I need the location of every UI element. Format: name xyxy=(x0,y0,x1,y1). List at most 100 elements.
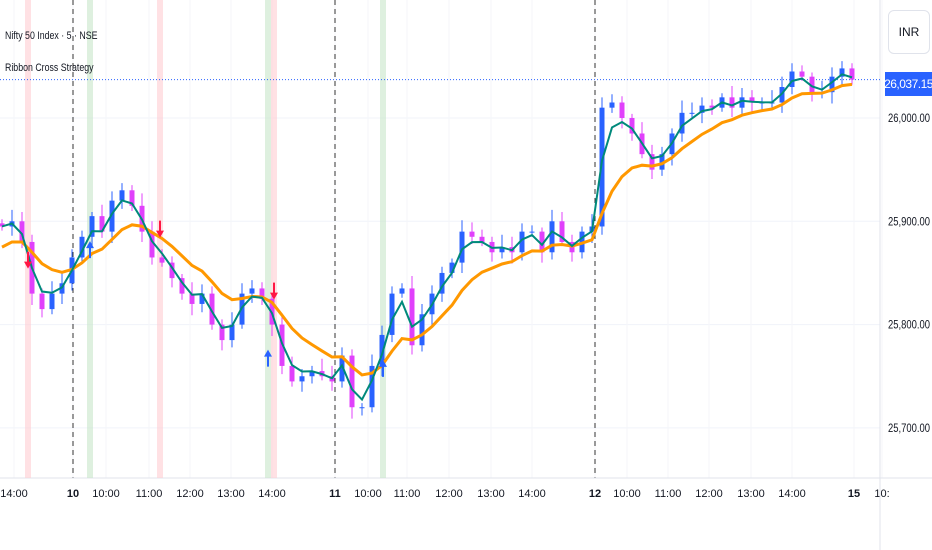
indicator-label[interactable]: Ribbon Cross Strategy xyxy=(5,62,94,74)
candle xyxy=(99,204,105,238)
x-tick-label: 15 xyxy=(848,488,860,500)
x-tick-label: 14:00 xyxy=(0,488,28,500)
candle-body xyxy=(259,288,265,299)
y-tick-label: 25,900.00 xyxy=(888,214,930,228)
x-tick-label: 13:00 xyxy=(217,488,245,500)
candle xyxy=(299,369,305,392)
candle-body xyxy=(299,376,305,382)
candle-body xyxy=(349,355,355,408)
x-tick-label: 11:00 xyxy=(394,488,421,500)
buy-signal-shade xyxy=(265,0,271,478)
candle xyxy=(249,280,255,303)
candle xyxy=(849,63,855,85)
x-tick-label: 12:00 xyxy=(176,488,204,500)
candle xyxy=(769,90,775,108)
candle-body xyxy=(389,293,395,335)
candle xyxy=(439,266,445,302)
candle xyxy=(709,99,715,115)
x-tick-label: 12 xyxy=(589,488,601,500)
candle-body xyxy=(449,262,455,273)
candle-body xyxy=(229,324,235,341)
candle-body xyxy=(829,76,835,93)
buy-signal-shade xyxy=(380,0,386,478)
candle-body xyxy=(609,102,615,108)
candle xyxy=(209,286,215,330)
candle-body xyxy=(459,231,465,263)
x-tick-label: 14:00 xyxy=(258,488,286,500)
candle-body xyxy=(309,371,315,377)
x-tick-label: 10:00 xyxy=(613,488,641,500)
sell-signal-shade xyxy=(25,0,31,478)
sell-arrow-icon xyxy=(24,251,32,269)
candle-body xyxy=(179,278,185,294)
candle xyxy=(399,283,405,298)
candle xyxy=(189,282,195,316)
candle xyxy=(609,94,615,113)
candle xyxy=(219,319,225,351)
candle-body xyxy=(149,231,155,258)
candle xyxy=(349,349,355,419)
symbol-title[interactable]: Nifty 50 Index · 5 · NSE xyxy=(5,30,98,42)
x-tick-label: 10: xyxy=(874,488,889,500)
candle xyxy=(389,286,395,343)
x-tick-label: 10 xyxy=(67,488,79,500)
candle-body xyxy=(629,118,635,134)
candle xyxy=(559,212,565,247)
candle xyxy=(659,146,665,176)
candle xyxy=(449,258,455,279)
candle xyxy=(319,358,325,381)
slow-ma-line xyxy=(1,82,853,377)
candle xyxy=(549,209,555,260)
candle xyxy=(409,276,415,355)
candle-body xyxy=(409,288,415,346)
candle xyxy=(129,185,135,211)
candle-body xyxy=(209,293,215,325)
candle xyxy=(309,365,315,384)
candle xyxy=(289,356,295,387)
y-tick-label: 25,700.00 xyxy=(888,421,930,435)
currency-button[interactable]: INR xyxy=(888,10,930,54)
candle-body xyxy=(789,71,795,88)
x-tick-label: 13:00 xyxy=(477,488,505,500)
candle-body xyxy=(0,223,5,227)
candle-body xyxy=(369,365,375,408)
candle-body xyxy=(749,97,755,103)
candle xyxy=(149,221,155,265)
last-price-label: 26,037.15 xyxy=(884,72,932,96)
candle xyxy=(469,222,475,245)
candle xyxy=(109,191,115,243)
buy-signal-shade xyxy=(87,0,93,478)
candle xyxy=(419,303,425,352)
candle-body xyxy=(19,221,25,242)
x-tick-label: 10:00 xyxy=(354,488,382,500)
candle-body xyxy=(219,324,225,341)
candle-body xyxy=(539,231,545,253)
candle-body xyxy=(659,154,665,170)
y-tick-label: 25,800.00 xyxy=(888,318,930,332)
candle-body xyxy=(839,68,845,77)
x-tick-label: 12:00 xyxy=(435,488,463,500)
candle-body xyxy=(559,221,565,242)
x-tick-label: 11:00 xyxy=(136,488,163,500)
candle xyxy=(479,229,485,247)
candle xyxy=(49,281,55,315)
candle-body xyxy=(169,262,175,279)
candle xyxy=(199,284,205,313)
candle xyxy=(0,219,5,231)
candle-body xyxy=(49,293,55,310)
candle-body xyxy=(159,257,165,263)
candle-body xyxy=(189,293,195,304)
candle xyxy=(569,234,575,262)
candle-body xyxy=(529,231,535,233)
candle xyxy=(39,288,45,318)
candle-body xyxy=(199,293,205,304)
candle xyxy=(229,312,235,348)
candle-body xyxy=(699,105,705,113)
candle-body xyxy=(739,97,745,108)
candle-body xyxy=(129,190,135,206)
candle-body xyxy=(689,112,695,114)
candle xyxy=(649,144,655,179)
buy-arrow-icon xyxy=(264,349,272,367)
x-tick-label: 14:00 xyxy=(518,488,546,500)
